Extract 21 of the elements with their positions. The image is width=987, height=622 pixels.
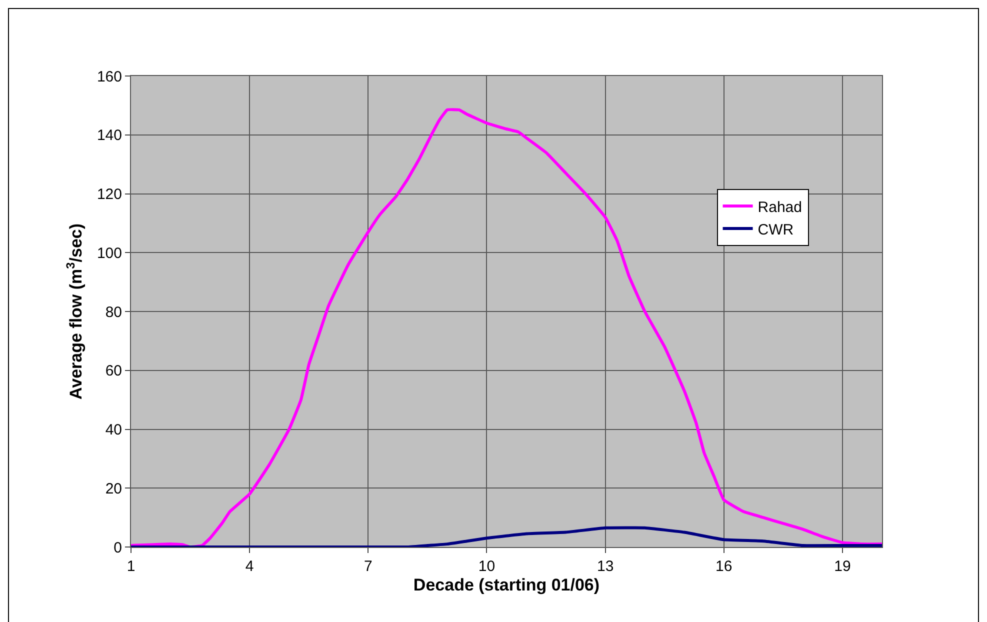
x-tick-label: 7 — [364, 558, 372, 575]
line-series — [131, 526, 882, 547]
y-tick-label: 140 — [96, 127, 122, 144]
x-tick-label: 4 — [245, 558, 254, 575]
legend-label: Rahad — [758, 198, 802, 216]
line-series — [131, 108, 882, 547]
y-tick-label: 160 — [96, 68, 122, 86]
x-tick-label: 1 — [126, 558, 136, 575]
x-tick-label: 10 — [478, 558, 496, 575]
y-tick-label: 60 — [105, 362, 122, 380]
x-tick-label: 13 — [596, 558, 614, 575]
x-tick-label: 16 — [716, 558, 732, 575]
y-tick-label: 40 — [105, 422, 122, 438]
x-tick-label: 19 — [834, 558, 851, 575]
x-axis-title: Decade (starting 01/06) — [413, 575, 600, 594]
y-tick-label: 0 — [114, 539, 122, 556]
y-tick-label: 80 — [105, 304, 122, 321]
y-tick-label: 120 — [96, 186, 122, 203]
legend-label: CWR — [758, 221, 794, 238]
y-tick-label: 100 — [96, 244, 122, 262]
y-tick-label: 20 — [105, 480, 122, 498]
